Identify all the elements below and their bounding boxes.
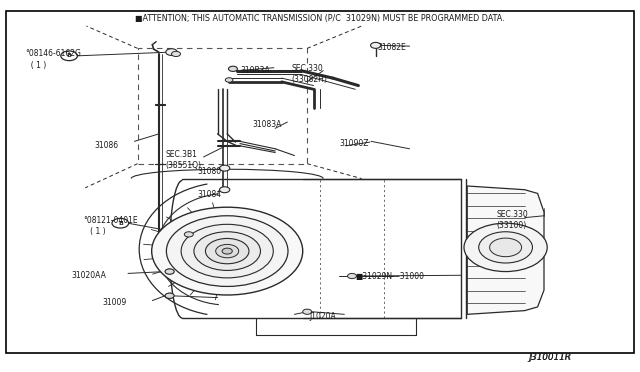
Circle shape — [220, 187, 230, 193]
Circle shape — [303, 309, 312, 314]
Text: SEC.3B1
(38551Q): SEC.3B1 (38551Q) — [165, 150, 201, 170]
Text: ■31029N—31000: ■31029N—31000 — [355, 272, 424, 281]
Circle shape — [216, 244, 239, 258]
Text: 31020AA: 31020AA — [72, 271, 106, 280]
Circle shape — [172, 51, 180, 57]
Text: °08146-6162G
  ( 1 ): °08146-6162G ( 1 ) — [26, 49, 81, 70]
Text: J310011R: J310011R — [529, 353, 572, 362]
Text: 31090Z: 31090Z — [339, 139, 369, 148]
Circle shape — [152, 207, 303, 295]
Circle shape — [181, 224, 273, 278]
Text: 31083A: 31083A — [253, 121, 282, 129]
Circle shape — [112, 218, 129, 228]
Text: 31080: 31080 — [198, 167, 222, 176]
Bar — [138, 48, 307, 164]
Circle shape — [348, 273, 356, 279]
Circle shape — [184, 232, 193, 237]
Text: °08121-0401E
   ( 1 ): °08121-0401E ( 1 ) — [83, 216, 138, 236]
Text: 310B3A: 310B3A — [240, 66, 269, 75]
Circle shape — [165, 269, 174, 274]
Circle shape — [490, 238, 522, 257]
Text: J310011R: J310011R — [530, 353, 571, 362]
Circle shape — [194, 232, 260, 270]
Circle shape — [61, 51, 77, 61]
Circle shape — [205, 238, 249, 264]
Circle shape — [165, 293, 174, 298]
Text: B: B — [118, 221, 123, 226]
Text: 31009: 31009 — [102, 298, 127, 307]
Circle shape — [464, 223, 547, 272]
Text: 31084: 31084 — [198, 190, 222, 199]
Circle shape — [165, 269, 174, 274]
Text: ■ATTENTION; THIS AUTOMATIC TRANSMISSION (P/C  31029N) MUST BE PROGRAMMED DATA.: ■ATTENTION; THIS AUTOMATIC TRANSMISSION … — [135, 14, 505, 23]
Circle shape — [165, 293, 174, 298]
Text: 31086: 31086 — [95, 141, 119, 150]
Circle shape — [166, 216, 288, 286]
Polygon shape — [467, 186, 544, 314]
Circle shape — [371, 42, 381, 48]
Circle shape — [479, 232, 532, 263]
Text: 31082E: 31082E — [378, 43, 406, 52]
Text: SEC.330
(33100): SEC.330 (33100) — [497, 210, 529, 230]
Circle shape — [225, 78, 233, 82]
Circle shape — [222, 248, 232, 254]
Text: B: B — [67, 53, 72, 58]
Text: SEC.330
(33082H): SEC.330 (33082H) — [292, 64, 328, 84]
Text: J1020A: J1020A — [310, 312, 337, 321]
Ellipse shape — [498, 241, 514, 254]
Circle shape — [228, 66, 237, 71]
Circle shape — [166, 49, 177, 55]
Circle shape — [220, 165, 230, 171]
